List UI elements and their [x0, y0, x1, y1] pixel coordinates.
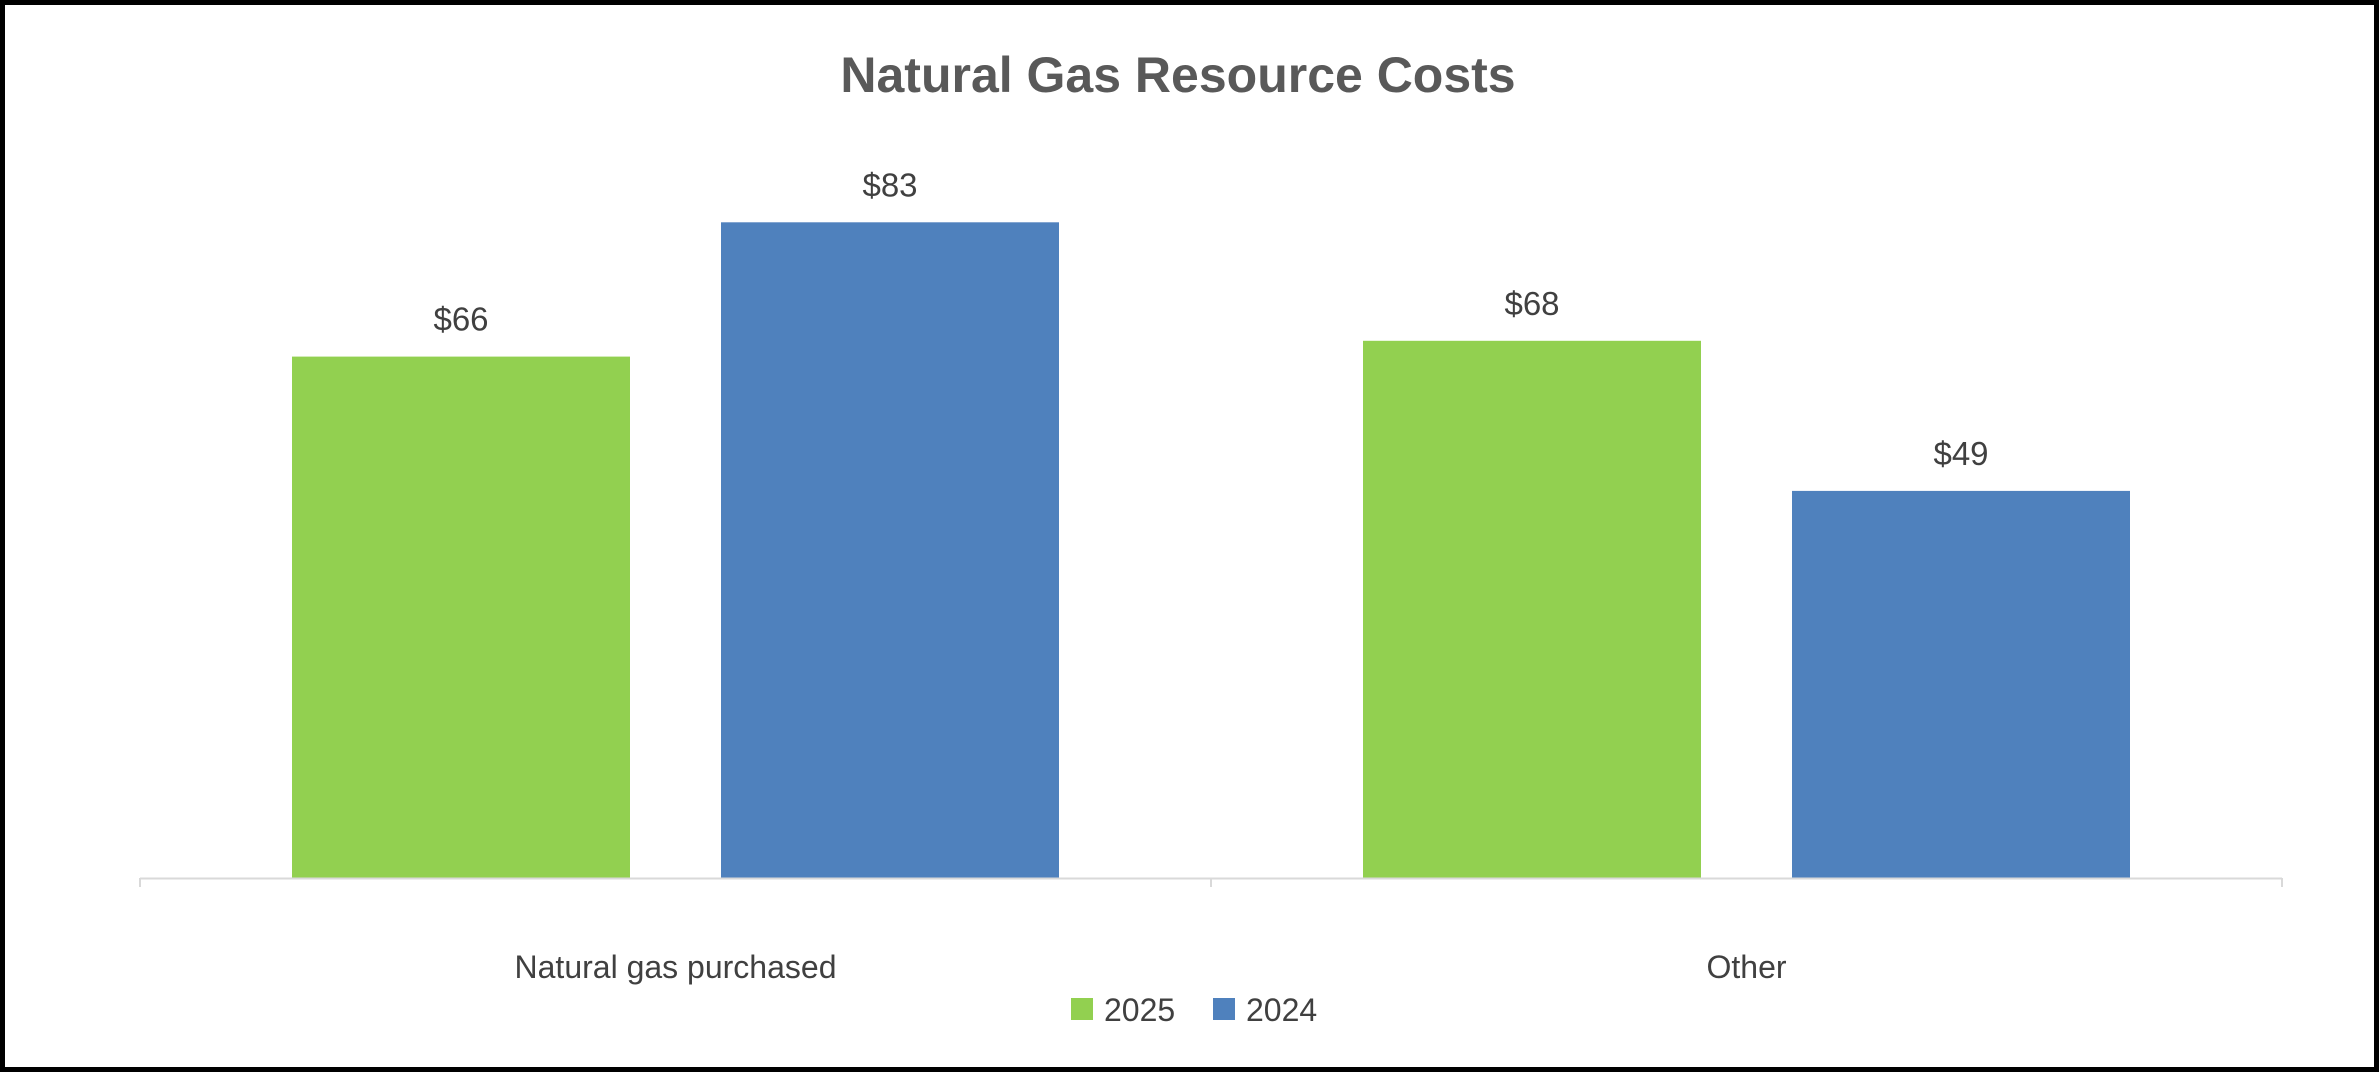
- data-label-2024-2: $49: [1933, 435, 1988, 472]
- category-label-1: Natural gas purchased: [515, 949, 837, 985]
- bar-2024-2: [1792, 490, 2130, 878]
- category-labels-group: Natural gas purchased Other: [515, 949, 1787, 985]
- bar-2025-1: [292, 356, 630, 879]
- legend: 2025 2024: [1071, 992, 1317, 1028]
- data-label-2025-1: $66: [433, 301, 488, 338]
- bars-group: [292, 222, 2130, 879]
- legend-swatch-2025: [1071, 998, 1093, 1020]
- bar-2024-1: [721, 222, 1059, 879]
- category-label-2: Other: [1706, 949, 1786, 985]
- bar-2025-2: [1363, 340, 1701, 878]
- data-labels-group: $66 $83 $68 $49: [433, 166, 1988, 472]
- x-axis-ticks: [139, 878, 2283, 887]
- data-label-2025-2: $68: [1504, 285, 1559, 322]
- bar-chart: Natural Gas Resource Costs $66$83$68$49 …: [139, 47, 2283, 1028]
- legend-swatch-2024: [1213, 998, 1235, 1020]
- legend-label-2025: 2025: [1104, 992, 1175, 1028]
- data-label-2024-1: $83: [862, 166, 917, 203]
- legend-label-2024: 2024: [1246, 992, 1317, 1028]
- chart-title: Natural Gas Resource Costs: [840, 47, 1515, 103]
